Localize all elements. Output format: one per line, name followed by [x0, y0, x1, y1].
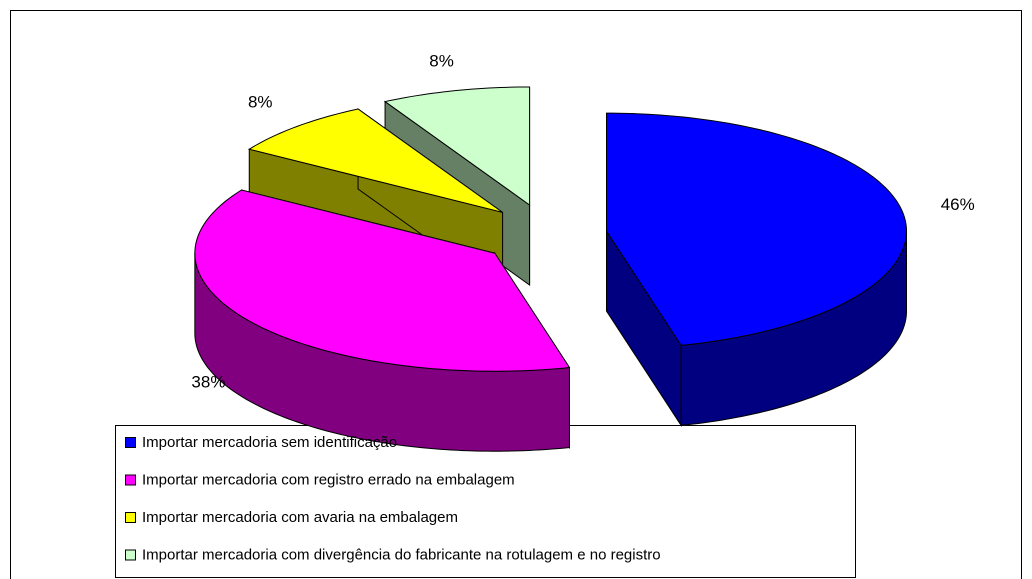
legend-swatch — [125, 437, 136, 448]
data-label: 38% — [191, 373, 225, 392]
slice — [383, 86, 531, 206]
data-label: 8% — [429, 52, 454, 71]
legend-label: Importar mercadoria com avaria na embala… — [142, 509, 458, 526]
legend-label: Importar mercadoria sem identificação — [142, 434, 397, 451]
slice — [247, 108, 503, 213]
legend-swatch — [125, 474, 136, 486]
slice — [606, 112, 908, 346]
legend-swatch — [125, 512, 136, 523]
slice — [194, 189, 571, 372]
data-label: 46% — [941, 195, 975, 214]
legend-swatch — [125, 549, 136, 561]
legend-label: Importar mercadoria com divergência do f… — [142, 546, 661, 563]
data-label: 8% — [248, 92, 273, 111]
legend-label: Importar mercadoria com registro errado … — [142, 471, 515, 488]
